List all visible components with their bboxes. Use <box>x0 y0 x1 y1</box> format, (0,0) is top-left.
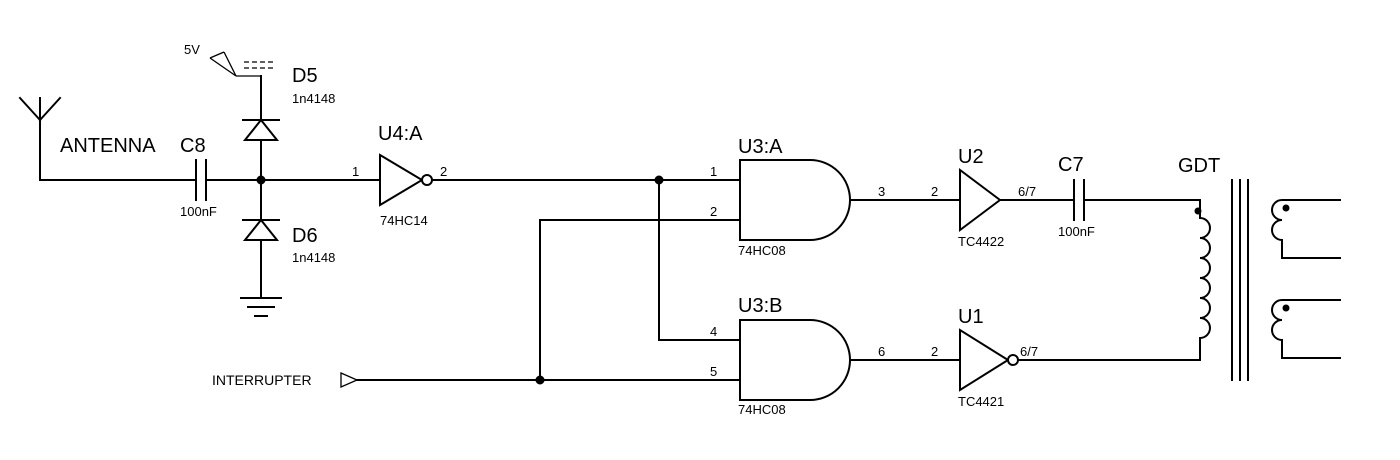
and-gate-u3b <box>739 319 851 401</box>
antenna-label: ANTENNA <box>60 135 156 157</box>
u3b-pin-out: 6 <box>878 344 885 359</box>
u4a-part: 74HC14 <box>380 213 428 228</box>
capacitor-c7 <box>1073 179 1085 221</box>
d6-ref: D6 <box>292 225 318 247</box>
input-port-icon <box>340 372 359 388</box>
u3b-part: 74HC08 <box>738 402 786 417</box>
u3a-ref: U3:A <box>738 136 783 158</box>
d5-ref: D5 <box>292 65 318 87</box>
u3a-part: 74HC08 <box>738 243 786 258</box>
d5-value: 1n4148 <box>292 91 335 106</box>
u3b-pin-in2: 5 <box>710 364 717 379</box>
u1-pin-in: 2 <box>931 344 938 359</box>
u3b-pin-in1: 4 <box>710 324 717 339</box>
c7-ref: C7 <box>1058 154 1084 176</box>
u1-pin-out: 6/7 <box>1020 344 1038 359</box>
u3a-pin-in1: 1 <box>710 164 717 179</box>
u2-pin-out: 6/7 <box>1018 184 1036 199</box>
and-gate-u3a <box>739 159 851 241</box>
junction-dot <box>535 375 545 385</box>
diode-d5 <box>242 118 280 141</box>
u4a-pin-out: 2 <box>440 164 447 179</box>
u2-ref: U2 <box>958 146 984 168</box>
u3a-pin-out: 3 <box>878 184 885 199</box>
inverter-u4a <box>379 153 433 207</box>
interrupter-label: INTERRUPTER <box>212 372 312 388</box>
capacitor-c8 <box>195 159 207 201</box>
u1-ref: U1 <box>958 306 984 328</box>
d6-value: 1n4148 <box>292 250 335 265</box>
ground-icon <box>240 297 282 317</box>
u2-part: TC4422 <box>958 234 1004 249</box>
u2-pin-in: 2 <box>931 184 938 199</box>
c8-ref: C8 <box>180 135 206 157</box>
inverter-u1 <box>959 328 1019 392</box>
supply-label: 5V <box>184 42 200 57</box>
u1-part: TC4421 <box>958 394 1004 409</box>
antenna-icon <box>18 96 62 181</box>
transformer-gdt <box>1194 179 1341 381</box>
diode-d6 <box>242 218 280 241</box>
u3b-ref: U3:B <box>738 295 782 317</box>
u4a-ref: U4:A <box>378 123 423 145</box>
buffer-u2 <box>959 168 1002 232</box>
power-rail-icon <box>209 51 276 77</box>
c7-value: 100nF <box>1058 224 1095 239</box>
u3a-pin-in2: 2 <box>710 204 717 219</box>
gdt-ref: GDT <box>1178 155 1220 177</box>
u4a-pin-in: 1 <box>352 164 359 179</box>
c8-value: 100nF <box>180 204 217 219</box>
